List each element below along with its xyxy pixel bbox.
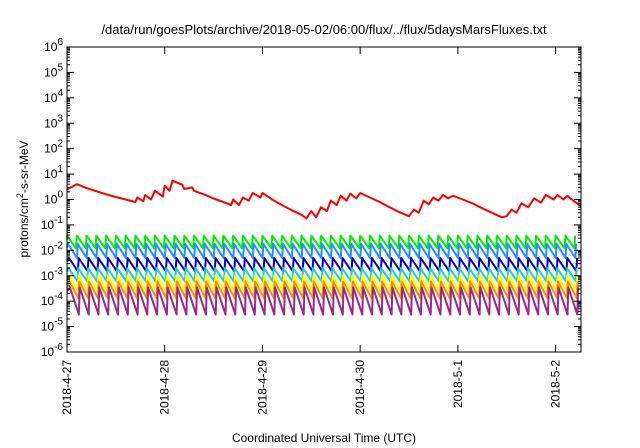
y-tick-label-base: 10 [44, 40, 58, 54]
y-tick-label-sup: -1 [54, 215, 63, 226]
series-line-3 [66, 257, 579, 273]
y-tick-label: 10-3 [41, 266, 64, 283]
y-tick-label: 104 [44, 88, 63, 105]
x-tick-label: 2018-4-30 [353, 360, 367, 415]
y-tick-label-sup: 6 [57, 37, 63, 48]
y-tick-label-base: 10 [44, 91, 58, 105]
series-line-1 [66, 234, 577, 250]
y-tick-label: 10-6 [41, 342, 64, 359]
y-tick-label: 105 [44, 62, 63, 79]
y-tick-label-sup: 3 [57, 113, 63, 124]
y-tick-label: 10-2 [41, 240, 64, 257]
x-tick-label: 2018-4-28 [158, 360, 172, 415]
y-tick-label: 102 [44, 139, 63, 156]
y-tick-label-base: 10 [41, 269, 55, 283]
y-tick-label-base: 10 [44, 142, 58, 156]
series-line-2 [66, 242, 578, 259]
y-tick-label: 103 [44, 113, 63, 130]
y-tick-label-base: 10 [44, 193, 58, 207]
y-tick-label-base: 10 [41, 218, 55, 232]
y-tick-label-sup: -6 [54, 342, 63, 353]
y-tick-label-sup: -2 [54, 240, 63, 251]
y-tick-label-sup: -4 [54, 291, 63, 302]
series-line-0 [66, 179, 582, 220]
x-tick-label: 2018-5-2 [549, 360, 563, 408]
y-tick-label: 10-4 [41, 291, 64, 308]
y-tick-label-base: 10 [41, 320, 55, 334]
chart-title: /data/run/goesPlots/archive/2018-05-02/0… [101, 22, 547, 37]
x-tick-label: 2018-4-27 [60, 360, 74, 415]
y-tick-label-base: 10 [41, 294, 55, 308]
y-tick-label-sup: 2 [57, 139, 63, 150]
y-tick-label: 10-1 [41, 215, 64, 232]
series-layer [66, 179, 582, 316]
y-axis-label-rest: -s-sr-MeV [17, 140, 31, 193]
y-tick-label-base: 10 [41, 243, 55, 257]
y-axis-label: protons/cm2-s-sr-MeV [15, 140, 31, 257]
series-line-4 [66, 267, 578, 283]
y-tick-label-sup: 0 [57, 190, 63, 201]
y-tick-label: 10-5 [41, 317, 64, 334]
y-tick-label: 106 [44, 37, 63, 54]
plot-frame [66, 46, 582, 353]
x-tick-label: 2018-5-1 [451, 360, 465, 408]
x-tick-label: 2018-4-29 [255, 360, 269, 415]
x-axis-label: Coordinated Universal Time (UTC) [232, 431, 416, 445]
y-tick-label-sup: 1 [57, 164, 63, 175]
y-tick-label-base: 10 [41, 345, 55, 359]
y-tick-label-sup: 4 [57, 88, 63, 99]
y-axis-label-sup: 2 [15, 193, 25, 198]
y-tick-label-sup: -5 [54, 317, 63, 328]
y-tick-label-base: 10 [44, 167, 58, 181]
series-line-7 [66, 286, 580, 316]
y-tick-label-sup: 5 [57, 62, 63, 73]
y-tick-label-base: 10 [44, 65, 58, 79]
y-tick-label: 100 [44, 190, 63, 207]
svg-text:protons/cm2-s-sr-MeV: protons/cm2-s-sr-MeV [15, 140, 31, 257]
y-tick-label: 101 [44, 164, 63, 181]
y-tick-label-sup: -3 [54, 266, 63, 277]
y-axis-label-base: protons/cm [17, 198, 31, 257]
y-tick-label-base: 10 [44, 116, 58, 130]
